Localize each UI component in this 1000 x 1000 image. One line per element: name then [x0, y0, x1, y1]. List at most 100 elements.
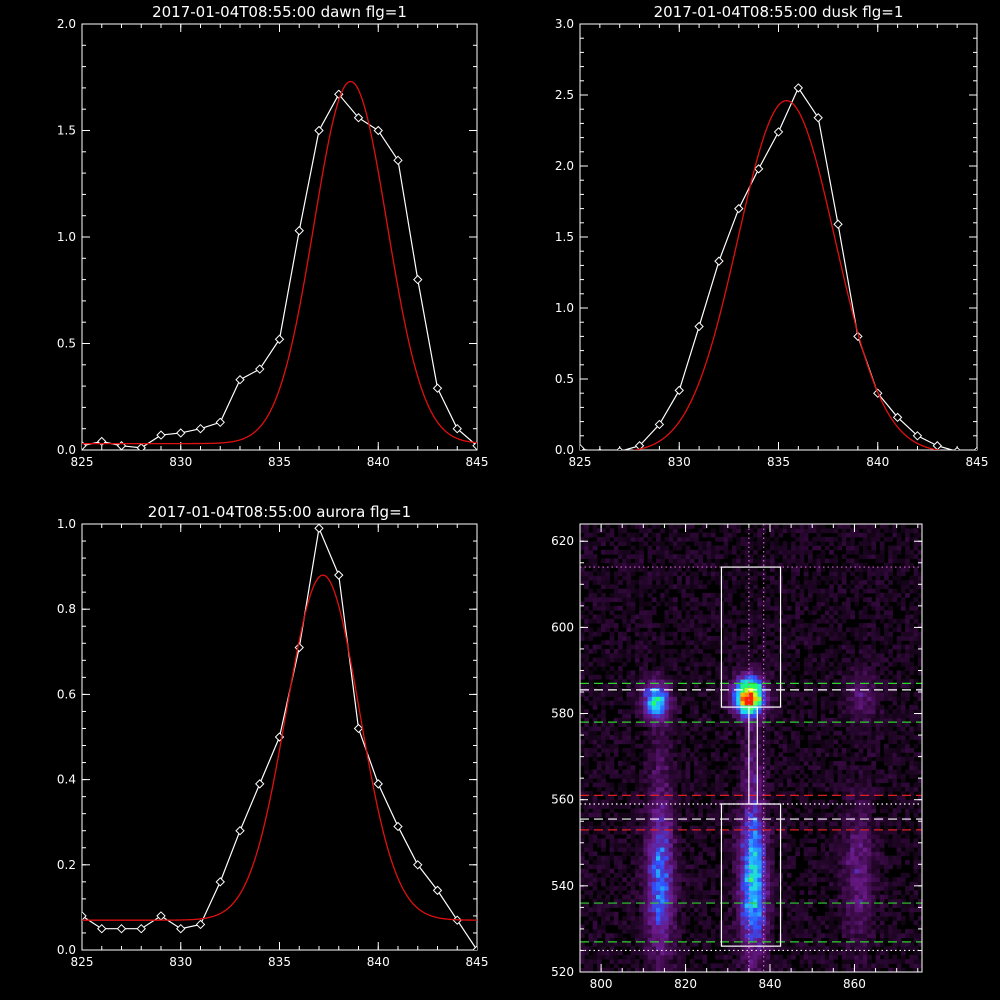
- heatmap-cell: [803, 812, 809, 818]
- heatmap-cell: [656, 937, 661, 943]
- heatmap-cell: [803, 808, 809, 814]
- heatmap-cell: [668, 696, 674, 702]
- heatmap-cell: [706, 722, 712, 727]
- heatmap-cell: [867, 877, 872, 883]
- heatmap-cell: [812, 726, 817, 732]
- heatmap-cell: [694, 782, 699, 788]
- heatmap-cell: [765, 752, 771, 758]
- heatmap-cell: [867, 739, 872, 745]
- heatmap-cell: [622, 700, 627, 706]
- heatmap-cell: [634, 924, 640, 930]
- heatmap-cell: [668, 760, 674, 766]
- heatmap-cell: [656, 726, 661, 732]
- heatmap-cell: [833, 748, 839, 753]
- heatmap-cell: [753, 765, 758, 771]
- heatmap-cell: [668, 666, 674, 671]
- heatmap-cell: [892, 713, 898, 719]
- heatmap-cell: [656, 782, 661, 788]
- heatmap-cell: [884, 756, 889, 762]
- heatmap-cell: [694, 722, 699, 727]
- heatmap-cell: [753, 924, 758, 930]
- heatmap-cell: [748, 782, 754, 788]
- y-tick-label: 0.0: [57, 443, 76, 457]
- heatmap-cell: [900, 804, 906, 809]
- heatmap-cell: [622, 864, 627, 870]
- heatmap-cell: [719, 756, 725, 762]
- heatmap-cell: [748, 760, 754, 766]
- heatmap-cell: [854, 907, 860, 913]
- heatmap-cell: [622, 713, 627, 719]
- heatmap-cell: [694, 963, 699, 969]
- heatmap-cell: [875, 713, 881, 719]
- heatmap-cell: [791, 838, 796, 844]
- heatmap-cell: [744, 717, 750, 723]
- heatmap-cell: [618, 864, 623, 870]
- heatmap-cell: [715, 739, 720, 745]
- heatmap-cell: [706, 872, 712, 878]
- heatmap-cell: [643, 696, 649, 702]
- heatmap-cell: [820, 842, 826, 848]
- heatmap-cell: [672, 704, 678, 710]
- heatmap-cell: [643, 713, 649, 719]
- heatmap-cell: [917, 898, 922, 904]
- heatmap-cell: [782, 946, 788, 951]
- chart-title: 2017-01-04T08:55:00 aurora flg=1: [148, 503, 411, 521]
- heatmap-cell: [660, 661, 665, 667]
- heatmap-cell: [694, 704, 699, 710]
- heatmap-cell: [808, 679, 813, 684]
- heatmap-cell: [820, 674, 826, 680]
- heatmap-cell: [609, 799, 615, 805]
- heatmap-cell: [905, 860, 910, 865]
- heatmap-cell: [765, 937, 771, 943]
- heatmap-cell: [656, 825, 661, 831]
- heatmap-cell: [618, 739, 623, 745]
- heatmap-cell: [685, 864, 691, 870]
- heatmap-cell: [643, 700, 649, 706]
- heatmap-cell: [601, 838, 606, 844]
- heatmap-cell: [757, 916, 763, 921]
- heatmap-cell: [698, 937, 703, 943]
- heatmap-cell: [757, 941, 763, 947]
- heatmap-cell: [786, 911, 792, 917]
- heatmap-cell: [727, 748, 733, 753]
- heatmap-cell: [634, 933, 640, 939]
- heatmap-cell: [909, 941, 915, 947]
- heatmap-cell: [867, 898, 872, 904]
- heatmap-cell: [660, 696, 665, 702]
- heatmap-cell: [862, 799, 868, 805]
- heatmap-cell: [702, 752, 708, 758]
- heatmap-cell: [660, 946, 665, 951]
- heatmap-cell: [630, 704, 636, 710]
- heatmap-cell: [601, 773, 606, 779]
- heatmap-cell: [601, 907, 606, 913]
- heatmap-cell: [588, 821, 594, 827]
- heatmap-cell: [672, 799, 678, 805]
- heatmap-cell: [799, 928, 805, 934]
- heatmap-cell: [626, 804, 632, 809]
- heatmap-cell: [681, 946, 687, 951]
- heatmap-cell: [702, 825, 708, 831]
- heatmap-cell: [727, 679, 733, 684]
- heatmap-cell: [596, 683, 602, 689]
- heatmap-cell: [740, 941, 746, 947]
- heatmap-cell: [685, 692, 691, 697]
- heatmap-cell: [782, 890, 788, 895]
- heatmap-cell: [596, 735, 602, 740]
- heatmap-cell: [668, 795, 674, 801]
- heatmap-cell: [892, 674, 898, 680]
- heatmap-cell: [786, 907, 792, 913]
- heatmap-cell: [862, 786, 868, 792]
- heatmap-cell: [702, 726, 708, 732]
- heatmap-cell: [672, 885, 678, 891]
- heatmap-cell: [664, 911, 670, 917]
- heatmap-cell: [677, 851, 682, 857]
- heatmap-cell: [858, 730, 864, 736]
- heatmap-cell: [778, 722, 784, 727]
- heatmap-cell: [677, 821, 682, 827]
- heatmap-cell: [871, 696, 877, 702]
- heatmap-cell: [858, 967, 864, 972]
- heatmap-cell: [630, 683, 636, 689]
- heatmap-cell: [668, 739, 674, 745]
- heatmap-cell: [791, 674, 796, 680]
- heatmap-cell: [913, 842, 919, 848]
